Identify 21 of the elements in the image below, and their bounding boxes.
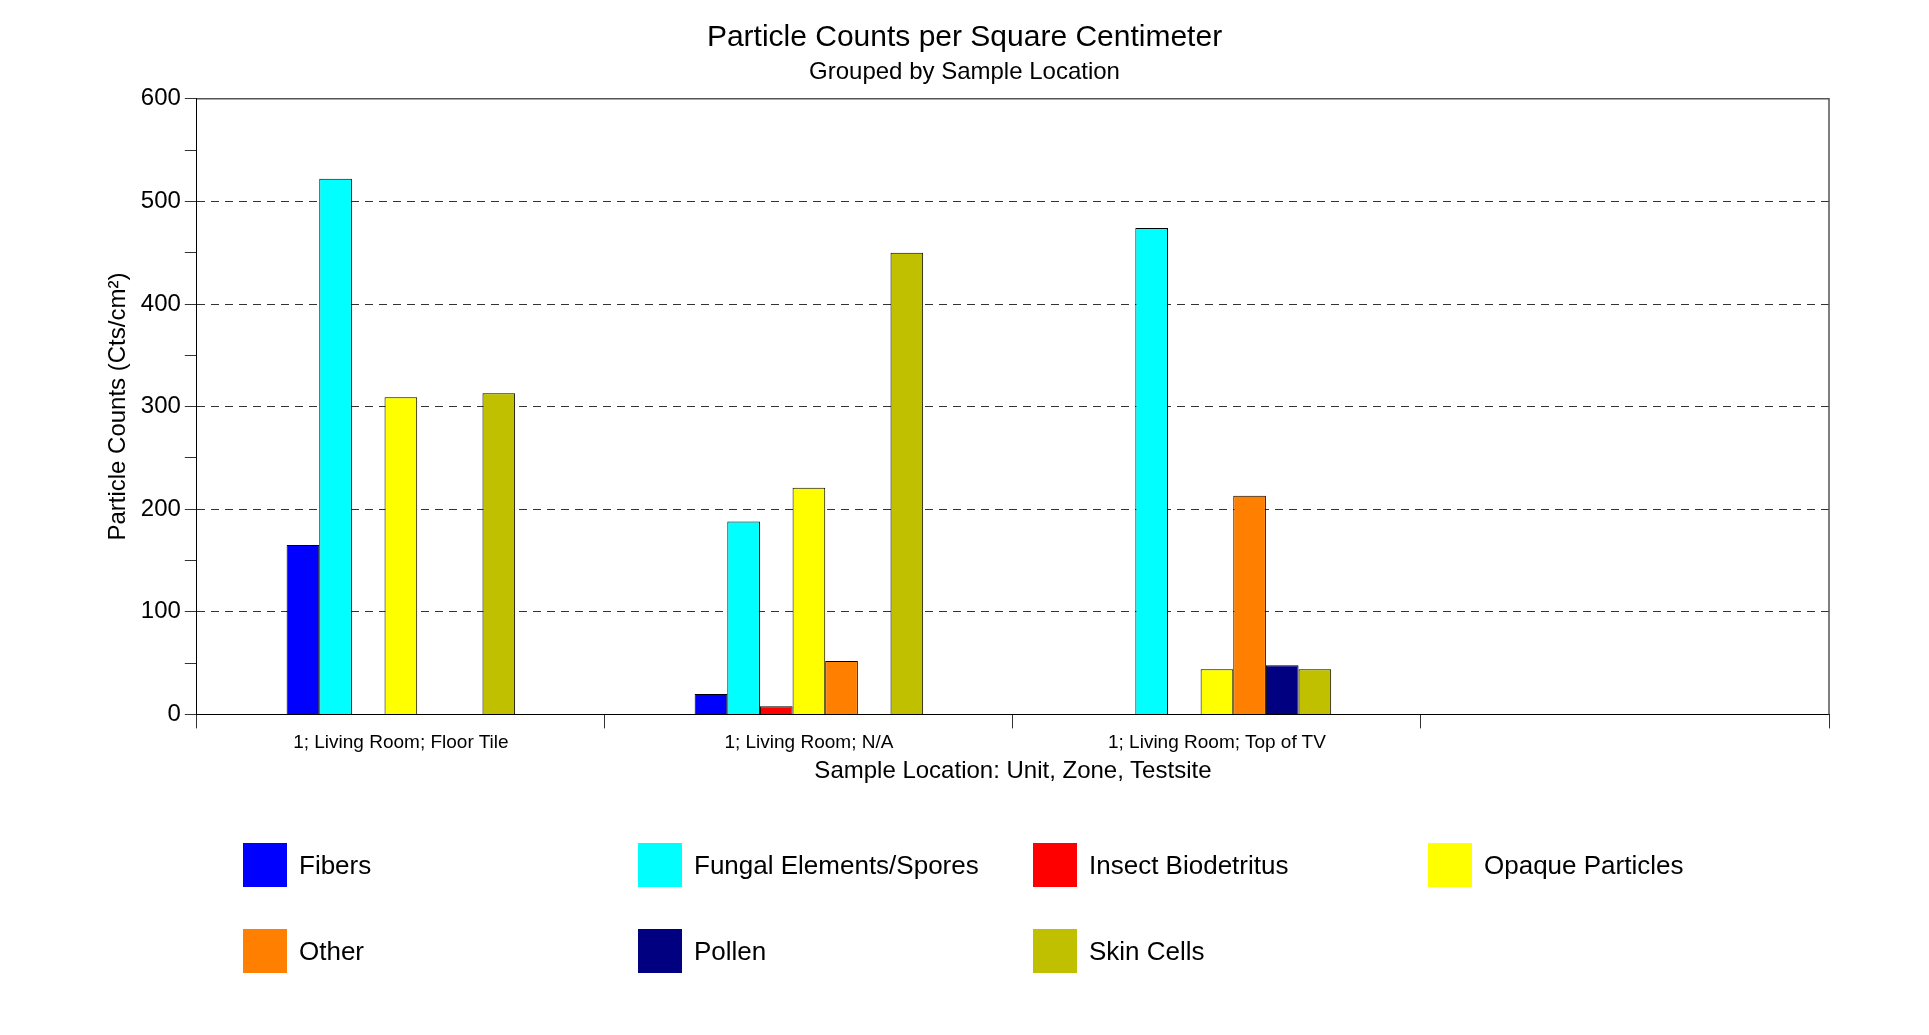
legend-label: Opaque Particles: [1484, 849, 1684, 881]
x-tick-label: 1; Living Room; Floor Tile: [293, 731, 509, 753]
chart-subtitle: Grouped by Sample Location: [809, 57, 1120, 85]
chart-title: Particle Counts per Square Centimeter: [706, 19, 1223, 53]
legend-label: Pollen: [694, 935, 767, 967]
legend-label: Other: [299, 935, 365, 967]
y-tick-label: 200: [140, 493, 181, 521]
y-axis-title: Particle Counts (Cts/cm²): [103, 272, 131, 541]
legend-label: Skin Cells: [1089, 935, 1205, 967]
x-tick-label: 1; Living Room; N/A: [724, 731, 894, 753]
x-tick-label: 1; Living Room; Top of TV: [1107, 731, 1327, 753]
y-tick-label: 0: [167, 699, 181, 727]
legend-label: Insect Biodetritus: [1089, 849, 1289, 881]
legend-label: Fibers: [299, 849, 372, 881]
y-tick-label: 400: [140, 288, 181, 316]
legend-label: Fungal Elements/Spores: [694, 849, 979, 881]
x-axis-title: Sample Location: Unit, Zone, Testsite: [814, 756, 1212, 784]
y-tick-label: 600: [140, 83, 181, 111]
y-tick-label: 500: [140, 186, 181, 214]
y-tick-label: 100: [140, 596, 181, 624]
y-tick-label: 300: [140, 391, 181, 419]
